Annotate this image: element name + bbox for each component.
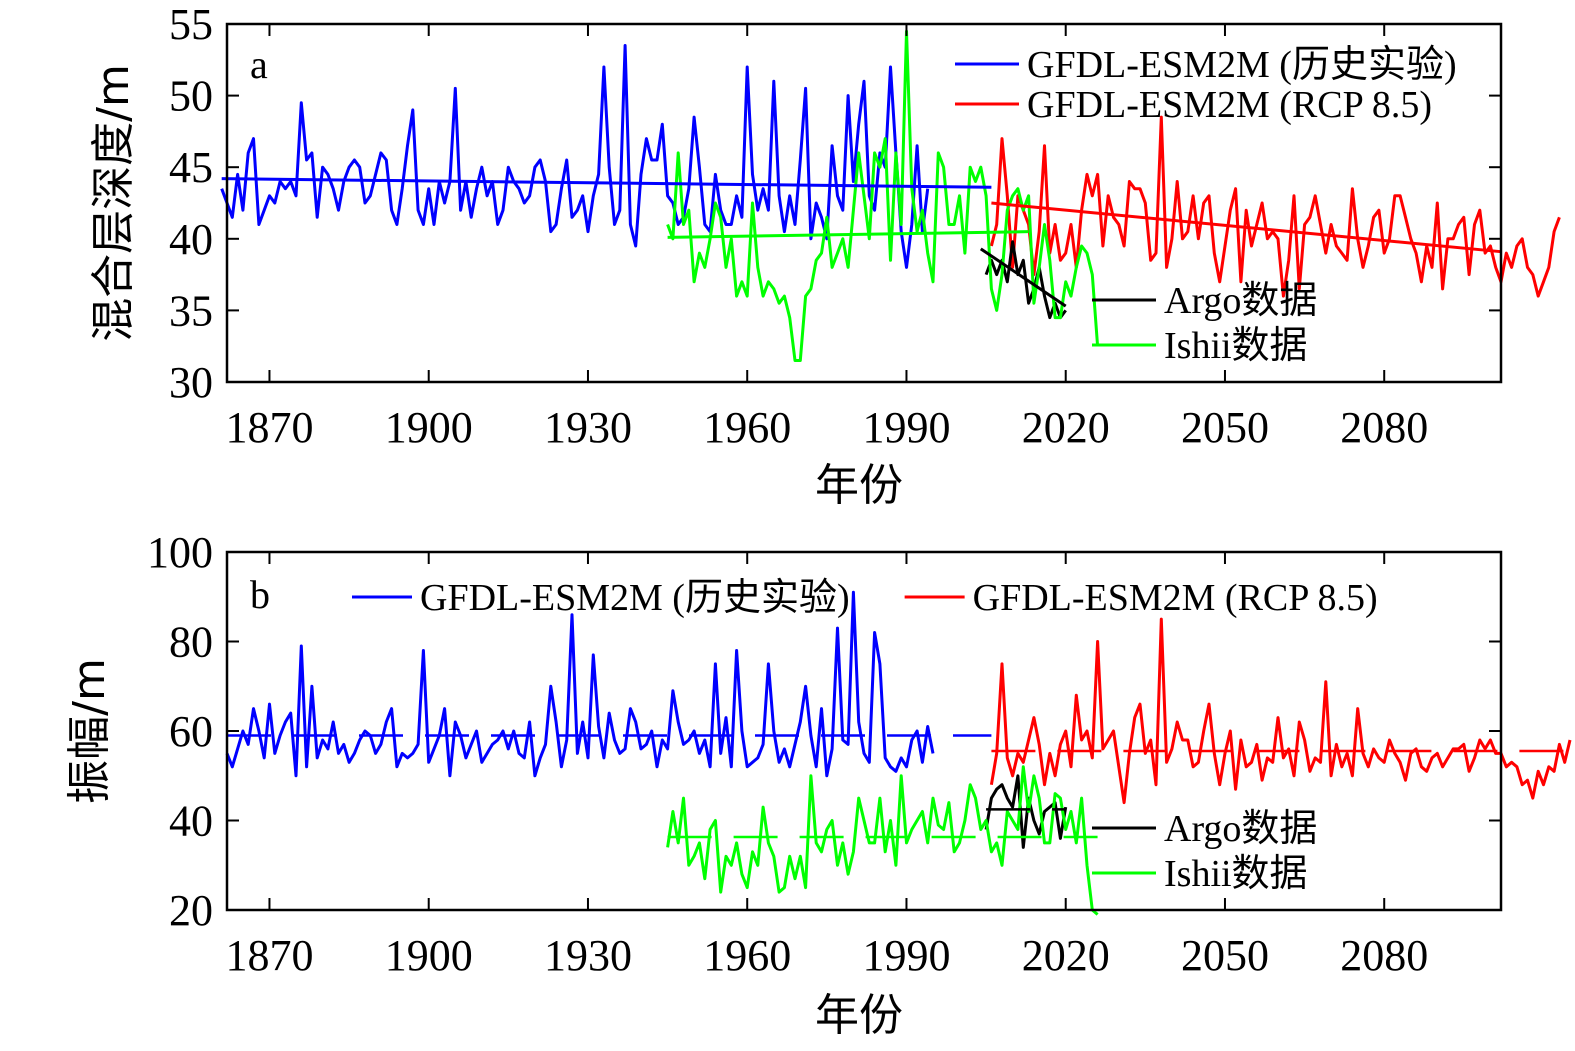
x-tick-label: 1900 (385, 403, 473, 452)
y-tick-label: 40 (169, 797, 213, 846)
x-tick-label: 2080 (1340, 403, 1428, 452)
x-tick-label: 1990 (862, 931, 950, 980)
trend-line-0-3 (667, 230, 1029, 239)
series-line-0-2 (984, 240, 1067, 320)
x-tick-label: 2020 (1022, 931, 1110, 980)
y-tick-label: 35 (169, 286, 213, 335)
x-tick-label: 2050 (1181, 931, 1269, 980)
legend-label: Argo数据 (1164, 808, 1317, 850)
x-tick-label: 1900 (385, 931, 473, 980)
legend-label: GFDL-ESM2M (RCP 8.5) (1027, 84, 1432, 126)
legend-label: GFDL-ESM2M (历史实验) (1027, 44, 1457, 86)
y-tick-label: 60 (169, 707, 213, 756)
legend-label: GFDL-ESM2M (历史实验) (420, 577, 850, 619)
series-line-1-0 (225, 590, 935, 778)
x-tick-label: 2020 (1022, 403, 1110, 452)
panel-letter: b (250, 572, 270, 617)
panel-letter: a (250, 42, 268, 87)
legend-label: Ishii数据 (1164, 853, 1308, 895)
x-tick-label: 1960 (703, 931, 791, 980)
trend-line-0-2 (979, 247, 1067, 308)
x-tick-label: 1930 (544, 403, 632, 452)
y-tick-label: 100 (147, 528, 213, 577)
x-axis-label: 年份 (815, 990, 903, 1041)
panel-b-amplitude: 1870 1900 1930 1960 1990 2020 2050 2080 20 40 60 80… (64, 528, 1572, 1041)
x-tick-label: 1870 (225, 931, 313, 980)
legend-label: GFDL-ESM2M (RCP 8.5) (973, 577, 1378, 619)
series-line-0-0 (220, 44, 930, 269)
series-line-0-1 (989, 115, 1561, 298)
trend-line-0-1 (991, 201, 1502, 254)
x-tick-label: 1990 (862, 403, 950, 452)
y-tick-label: 80 (169, 618, 213, 667)
legend-label: Ishii数据 (1164, 325, 1308, 367)
trend-line-0-0 (221, 177, 992, 189)
y-tick-label: 40 (169, 215, 213, 264)
y-tick-label: 50 (169, 72, 213, 121)
series-line-1-3 (666, 765, 1099, 916)
legend-label: Argo数据 (1164, 280, 1317, 322)
x-tick-label: 1870 (225, 403, 313, 452)
y-tick-label: 30 (169, 358, 213, 407)
y-tick-label: 45 (169, 143, 213, 192)
panel-a-mixed-layer-depth: 1870 1900 1930 1960 1990 2020 2050 2080 30 35 40 45… (88, 0, 1561, 511)
y-axis-label: 混合层深度/m (88, 64, 139, 342)
x-axis-label: 年份 (815, 460, 903, 511)
x-tick-label: 1960 (703, 403, 791, 452)
y-tick-label: 55 (169, 0, 213, 49)
x-tick-label: 1930 (544, 931, 632, 980)
series-line-1-1 (989, 617, 1572, 805)
y-tick-label: 20 (169, 886, 213, 935)
x-tick-label: 2080 (1340, 931, 1428, 980)
x-tick-label: 2050 (1181, 403, 1269, 452)
series-line-0-3 (666, 29, 1100, 362)
plot-frame (225, 22, 1503, 384)
y-axis-label: 振幅/m (64, 658, 115, 804)
